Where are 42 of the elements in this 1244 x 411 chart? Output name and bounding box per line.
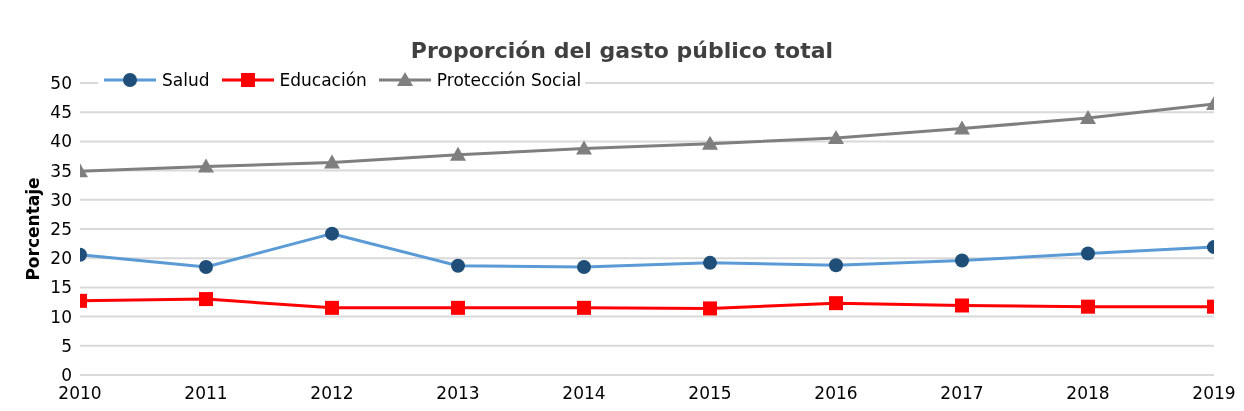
legend-label: Educación [278, 70, 367, 90]
point [451, 300, 465, 315]
x-tick-label: 2012 [310, 383, 354, 404]
legend-label: Salud [161, 70, 210, 90]
point [954, 120, 970, 135]
y-tick-label: 40 [50, 131, 72, 152]
y-tick-label: 5 [61, 335, 72, 356]
point [325, 300, 339, 315]
x-tick-label: 2011 [184, 383, 228, 404]
point [955, 298, 969, 313]
point [576, 140, 592, 155]
point [324, 154, 340, 169]
point [828, 129, 844, 144]
point [198, 158, 214, 173]
point [450, 146, 466, 161]
y-tick-label: 25 [50, 219, 72, 240]
x-tick-label: 2016 [814, 383, 858, 404]
y-tick-label: 50 [50, 73, 72, 94]
point [577, 300, 591, 315]
point [1080, 110, 1096, 125]
legend-label: Protección Social [435, 70, 582, 90]
y-tick-label: 0 [61, 365, 72, 386]
x-tick-label: 2014 [562, 383, 606, 404]
y-tick-label: 20 [50, 248, 72, 269]
x-tick-label: 2013 [436, 383, 480, 404]
point [703, 301, 717, 316]
point [199, 292, 213, 307]
y-tick-label: 30 [50, 189, 72, 210]
y-tick-label: 35 [50, 160, 72, 181]
y-tick-label: 15 [50, 277, 72, 298]
x-tick-label: 2010 [58, 383, 102, 404]
point [829, 296, 843, 311]
y-axis-title: Porcentaje [23, 177, 44, 281]
chart-title: Proporción del gasto público total [409, 38, 835, 63]
x-tick-label: 2019 [1192, 383, 1236, 404]
point [1081, 299, 1095, 314]
x-tick-label: 2018 [1066, 383, 1110, 404]
x-tick-label: 2017 [940, 383, 984, 404]
y-tick-label: 45 [50, 102, 72, 123]
x-tick-label: 2015 [688, 383, 732, 404]
point [702, 135, 718, 150]
y-tick-label: 10 [50, 306, 72, 327]
